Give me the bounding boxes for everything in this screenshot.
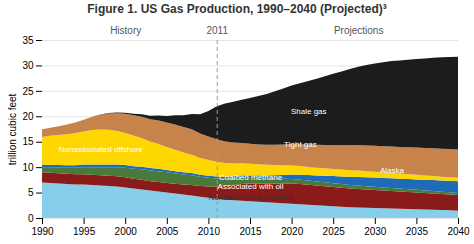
- svg-text:History: History: [110, 25, 141, 36]
- svg-text:2000: 2000: [115, 226, 138, 237]
- svg-text:Associated with oil: Associated with oil: [218, 182, 284, 191]
- svg-text:Alaska: Alaska: [380, 166, 405, 175]
- svg-text:2010: 2010: [198, 226, 221, 237]
- svg-text:2025: 2025: [323, 226, 346, 237]
- svg-text:15: 15: [22, 136, 34, 147]
- svg-text:2015: 2015: [239, 226, 262, 237]
- svg-text:1990: 1990: [31, 226, 54, 237]
- svg-text:2035: 2035: [406, 226, 429, 237]
- svg-text:30: 30: [22, 60, 34, 71]
- svg-text:1995: 1995: [73, 226, 96, 237]
- svg-text:35: 35: [22, 35, 34, 46]
- svg-text:2005: 2005: [156, 226, 179, 237]
- svg-text:Projections: Projections: [334, 25, 383, 36]
- svg-text:5: 5: [28, 187, 34, 198]
- html-text:Figure 1. US Gas Production, 1: Figure 1. US Gas Production, 1990–2040 (…: [87, 2, 387, 16]
- svg-text:Nonassociated onshore: Nonassociated onshore: [208, 193, 293, 202]
- svg-text:trillion cubic feet: trillion cubic feet: [7, 93, 18, 165]
- svg-text:Shale gas: Shale gas: [291, 107, 327, 116]
- svg-text:2011: 2011: [206, 25, 228, 36]
- svg-text:2030: 2030: [364, 226, 387, 237]
- svg-text:2040: 2040: [447, 226, 470, 237]
- svg-text:2020: 2020: [281, 226, 304, 237]
- svg-text:Tight gas: Tight gas: [284, 140, 317, 149]
- svg-text:Nonassociated offshore: Nonassociated offshore: [59, 145, 143, 154]
- svg-text:20: 20: [22, 111, 34, 122]
- svg-text:0: 0: [28, 213, 34, 224]
- svg-text:10: 10: [22, 162, 34, 173]
- svg-text:25: 25: [22, 86, 34, 97]
- svg-text:Coalbed methane: Coalbed methane: [218, 173, 283, 183]
